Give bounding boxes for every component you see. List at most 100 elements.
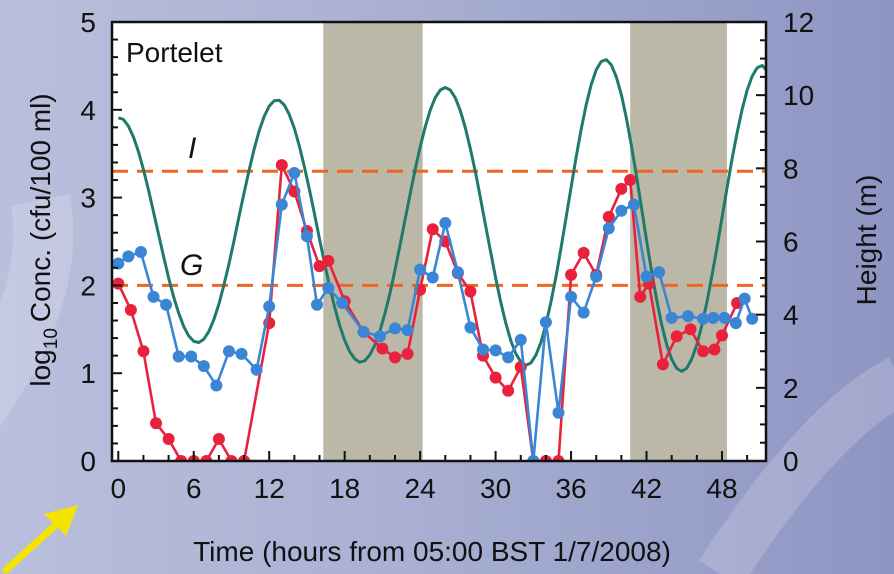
series-layer [112,58,766,461]
x-tick-label-18: 18 [329,473,360,504]
series-1-point [502,351,515,364]
series-1-point [210,379,223,392]
series-1-point [718,311,731,324]
series-1-point [665,311,678,324]
series-0-point [602,210,615,223]
series-0-point [577,246,590,259]
series-1-point [134,246,147,259]
series-1-point [388,322,401,335]
y-right-tick-label-12: 12 [783,7,814,38]
series-0-point [464,285,477,298]
y-axis-left-label-subscript: 10 [41,328,62,349]
y-left-tick-label-3: 3 [80,183,96,214]
series-0-point [275,159,288,172]
series-0-point [697,345,710,358]
series-1-point [172,350,185,363]
series-0-point [565,268,578,281]
night-shading [323,22,728,461]
x-axis-label: Time (hours from 05:00 BST 1/7/2008) [193,536,671,567]
series-1-point [357,325,370,338]
series-0-point [708,343,721,356]
series-0-point [212,433,225,446]
x-tick-label-24: 24 [405,473,436,504]
series-1-point [288,167,301,180]
series-1-point [738,292,751,305]
y-axis-left-label-text: Conc. (cfu/100 ml) [25,93,56,322]
arrow-icon [2,505,78,574]
series-1-point [147,290,160,303]
x-tick-label-36: 36 [555,473,586,504]
series-0-point [376,342,389,355]
series-1-point [590,270,603,283]
series-1-point [451,266,464,279]
series-1-point [197,360,210,373]
series-1-point [477,343,490,356]
series-0-point [112,277,125,290]
series-1-point [746,312,759,325]
reference-lines [112,169,766,287]
series-1-point [222,345,235,358]
series-0-point [552,455,565,461]
x-tick-label-6: 6 [186,473,202,504]
series-1-point [322,282,335,295]
shaded-period-1 [630,22,728,461]
x-tick-label-0: 0 [110,473,126,504]
series-1-point [275,198,288,211]
series-0-point [124,303,137,316]
series-1-point [707,311,720,324]
series-0-point [715,329,728,342]
series-1-point [112,257,125,270]
series-1-point [527,455,540,461]
series-1-point [250,363,263,376]
x-tick-label-12: 12 [254,473,285,504]
series-0-point [502,384,515,397]
series-0-point [684,323,697,336]
y-right-tick-label-8: 8 [783,153,799,184]
y-axis-left-label: log10 Conc. (cfu/100 ml) [25,93,62,386]
series-0-point [313,260,326,273]
reference-label-i: I [188,132,196,165]
series-1-point [539,316,552,329]
series-1-point [577,306,590,319]
series-0-point [615,182,628,195]
background-swirl [0,194,894,574]
series-1-point [373,330,386,343]
series-1-point [300,230,313,243]
series-1-point [311,298,324,311]
series-1-point [627,198,640,211]
series-1-point [426,271,439,284]
series-1-point [602,222,615,235]
y-left-tick-label-1: 1 [80,358,96,389]
x-tick-label-42: 42 [631,473,662,504]
series-0-point [150,417,163,430]
series-1-point [640,270,653,283]
series-0-point [634,290,647,303]
series-0-point [200,455,213,461]
series-0-point [162,433,175,446]
series-0-point [670,330,683,343]
series-1-point [565,290,578,303]
series-1-point [414,263,427,276]
series-0-point [624,174,637,187]
series-1 [112,167,759,461]
series-1-point [464,321,477,334]
series-0-point [656,358,669,371]
series-1-point [653,266,666,279]
y-axis-right-label: Height (m) [851,175,882,306]
series-line-2 [117,58,766,373]
series-0-point [137,345,150,358]
series-1-point [615,204,628,217]
series-1-point [122,250,135,263]
series-1-point [401,324,414,337]
series-1-point [552,406,565,419]
x-tick-label-30: 30 [480,473,511,504]
series-1-point [682,310,695,323]
series-1-point [160,298,173,311]
y-right-tick-label-10: 10 [783,80,814,111]
reference-label-g: G [180,249,203,282]
series-1-point [729,317,742,330]
series-0-point [426,223,439,236]
y-right-tick-label-2: 2 [783,373,799,404]
